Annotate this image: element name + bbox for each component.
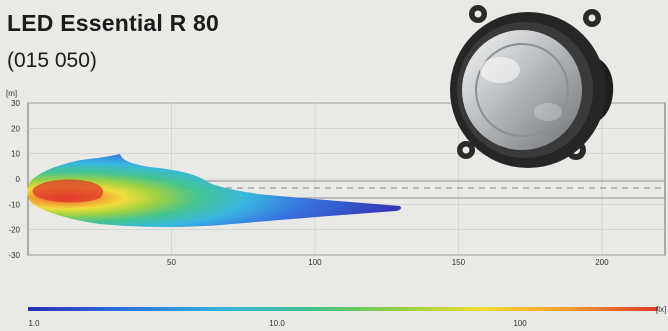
- beam-core: [32, 179, 104, 203]
- y-tick-label: -10: [8, 200, 20, 209]
- y-tick-label: 0: [16, 175, 21, 184]
- legend-tick-label: 1.0: [28, 319, 40, 328]
- legend-tick-label: 10.0: [269, 319, 285, 328]
- y-tick-label: 10: [11, 150, 20, 159]
- headlight-image: [450, 5, 614, 168]
- legend-unit: [lx]: [656, 305, 666, 314]
- y-tick-labels: 30 20 10 0 -10 -20 -30: [8, 99, 20, 260]
- legend-tick-label: 100: [513, 319, 527, 328]
- y-tick-label: 20: [11, 124, 20, 133]
- y-unit-label: [m]: [6, 89, 17, 98]
- x-tick-label: 50: [167, 258, 176, 267]
- y-tick-label: -20: [8, 226, 20, 235]
- y-tick-label: 30: [11, 99, 20, 108]
- x-tick-label: 150: [452, 258, 466, 267]
- product-title: LED Essential R 80: [7, 10, 219, 36]
- product-code: (015 050): [7, 49, 97, 72]
- legend-tick-labels: 1.0 10.0 100: [28, 319, 527, 328]
- x-tick-label: 100: [308, 258, 322, 267]
- y-tick-label: -30: [8, 251, 20, 260]
- x-tick-label: 200: [595, 258, 609, 267]
- x-tick-labels: 50 100 150 200: [167, 258, 609, 267]
- beam-pattern: [27, 154, 401, 227]
- color-scale-bar: [28, 307, 658, 311]
